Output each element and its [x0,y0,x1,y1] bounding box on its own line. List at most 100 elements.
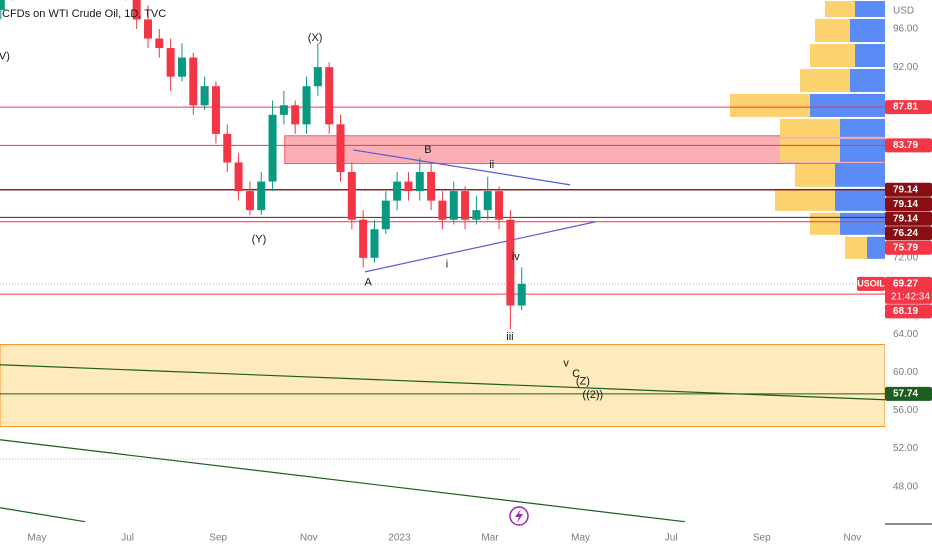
candle-body [506,219,515,306]
wave-label: iii [506,331,513,343]
candle-body [517,283,526,306]
price-tag [885,386,932,401]
volume-sell [730,93,810,117]
volume-sell [825,1,855,18]
price-label: 57.74 [893,388,918,399]
volume-buy [855,44,885,67]
candle-body [336,124,345,173]
wave-label: iv [512,251,520,263]
x-tick-label: 2023 [388,533,411,544]
volume-buy [835,163,885,187]
volume-sell [815,19,850,43]
price-tag [885,138,932,153]
candle-body [393,181,402,201]
price-label: 76.24 [893,228,918,239]
candle-body [166,48,175,77]
volume-sell [810,44,855,67]
candle-body [472,210,481,220]
price-tag [885,182,932,197]
candle-body [132,0,141,20]
price-tag [885,276,932,304]
price-tag [885,211,932,226]
volume-sell [845,236,867,259]
volume-buy [855,1,885,18]
y-tick-label: 56.00 [893,405,918,416]
volume-buy [835,188,885,211]
y-tick-label: 48.00 [893,481,918,492]
x-tick-label: Sep [753,533,771,544]
symbol-label: USOIL [857,278,885,288]
volume-sell [780,118,840,137]
candle-body [449,191,458,220]
x-tick-label: May [571,533,590,544]
candle-body [177,57,186,77]
x-tick-label: May [28,533,47,544]
price-tag [885,304,932,319]
y-tick-label: 60.00 [893,367,918,378]
candle-body [257,181,266,211]
event-icon[interactable] [509,506,529,526]
countdown-label: 21:42:34 [891,292,930,303]
candle-body [223,133,232,163]
x-tick-label: Nov [843,533,861,544]
volume-buy [840,138,885,162]
y-tick-label: 72.00 [893,252,918,263]
price-tag [885,100,932,115]
currency: USD [893,6,914,17]
volume-buy [840,118,885,137]
volume-buy [810,93,885,117]
x-tick-label: Nov [300,533,318,544]
candle-body [189,57,198,106]
candle-body [427,172,436,201]
volume-sell [795,163,835,187]
candle-body [347,172,356,220]
candle-body [211,86,220,134]
axes: 96.00 92.00 72.00 64.00 60.00 56.00 52.00 48.00… [28,0,932,544]
trend-line [0,439,685,523]
volume-buy [867,236,885,259]
candle-body [302,86,311,125]
price-label: 79.14 [893,184,918,195]
candle-body [404,181,413,192]
symbol-tag [857,276,885,291]
candle-body [415,172,424,192]
x-tick-label: Jul [665,533,678,544]
candle-body [461,191,470,220]
volume-sell [780,138,840,162]
wave-label: ((2)) [582,389,603,401]
candle-body [370,229,379,258]
wave-label: V) [0,51,10,63]
candle-body [155,38,164,49]
trend-line [353,149,571,186]
wave-label: (X) [308,32,323,44]
x-tick-label: Jul [121,533,134,544]
candle-body [291,105,300,125]
y-tick-label: 64.00 [893,329,918,340]
volume-sell [775,188,835,211]
candle-body [325,67,334,125]
candle-body [234,162,243,192]
chart-title: CFDs on WTI Crude Oil, 1D, TVC [2,8,166,20]
candle-body [483,191,492,211]
y-tick-label: 96.00 [893,24,918,35]
price-tag [885,197,932,212]
price-tag [885,240,932,255]
candle-body [245,191,254,211]
volume-sell [800,68,850,92]
candle-body [495,191,504,220]
price-label: 68.19 [893,306,918,317]
x-tick-label: Sep [209,533,227,544]
trend-line [364,221,596,273]
wave-label: A [364,277,372,289]
trend-line [0,364,885,401]
wave-label: (Y) [252,234,267,246]
wave-label: i [446,258,448,270]
candle-body [381,200,390,230]
price-tag [885,226,932,241]
volume-buy [840,212,885,235]
wave-label: B [424,144,431,156]
price-label: 69.27 [893,279,918,290]
candle-body [143,19,152,39]
